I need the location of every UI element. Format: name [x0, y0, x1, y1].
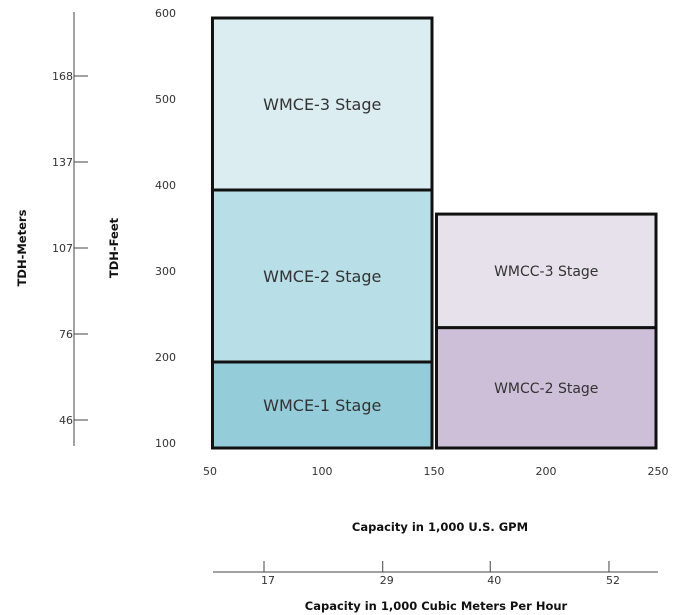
feet-tick-label: 200	[155, 351, 176, 364]
gpm-tick-label: 150	[424, 465, 445, 478]
meters-axis-title: TDH-Meters	[15, 209, 29, 286]
region-wmce-3-stage	[210, 16, 434, 192]
gpm-tick-label: 100	[312, 465, 333, 478]
meters-tick-label: 168	[52, 70, 73, 83]
region-label-wmcc-2-stage: WMCC-2 Stage	[494, 381, 598, 397]
region-wmcc-2-stage	[434, 326, 658, 450]
meters-tick-label: 137	[52, 156, 73, 169]
region-label-wmce-3-stage: WMCE-3 Stage	[263, 95, 381, 114]
meters-tick-label: 46	[59, 414, 73, 427]
region-label-wmce-1-stage: WMCE-1 Stage	[263, 396, 381, 415]
feet-tick-label: 600	[155, 7, 176, 20]
region-wmcc-3-stage	[434, 212, 658, 330]
region-label-wmce-2-stage: WMCE-2 Stage	[263, 267, 381, 286]
region-wmce-1-stage	[210, 360, 434, 450]
cubic-meters-tick-label: 29	[380, 574, 394, 587]
feet-tick-label: 400	[155, 179, 176, 192]
cubic-meters-tick-label: 52	[606, 574, 620, 587]
feet-tick-label: 300	[155, 265, 176, 278]
cubic-meters-tick-label: 17	[261, 574, 275, 587]
meters-tick-label: 76	[59, 328, 73, 341]
feet-tick-label: 100	[155, 437, 176, 450]
gpm-axis-title: Capacity in 1,000 U.S. GPM	[352, 520, 528, 534]
feet-tick-label: 500	[155, 93, 176, 106]
cubic-meters-tick-label: 40	[487, 574, 501, 587]
meters-tick-label: 107	[52, 242, 73, 255]
region-label-wmcc-3-stage: WMCC-3 Stage	[494, 264, 598, 280]
cubic-meters-axis-title: Capacity in 1,000 Cubic Meters Per Hour	[305, 599, 568, 613]
feet-axis-title: TDH-Feet	[107, 217, 121, 278]
gpm-tick-label: 200	[536, 465, 557, 478]
gpm-tick-label: 250	[648, 465, 669, 478]
gpm-tick-label: 50	[203, 465, 217, 478]
